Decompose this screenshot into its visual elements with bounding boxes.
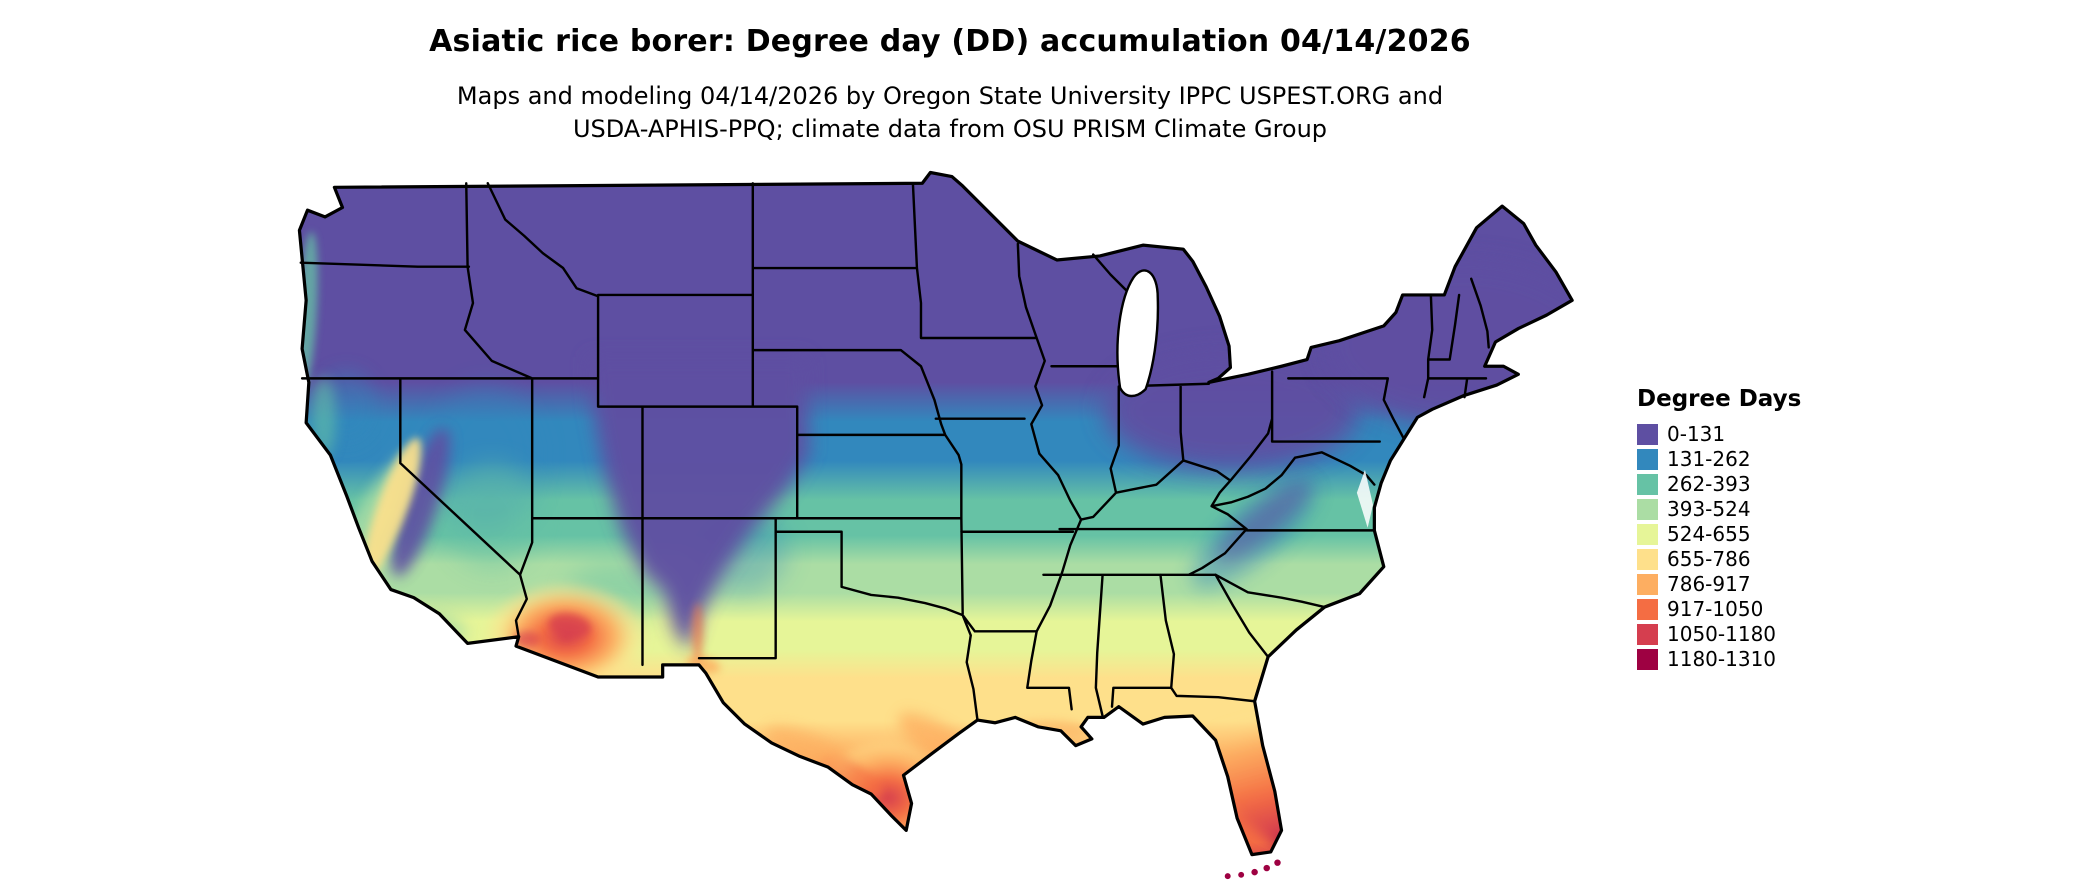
central-valley-warm-strip — [363, 437, 422, 578]
legend-swatch — [1637, 624, 1658, 645]
sierra-cold-strip — [391, 427, 450, 577]
appalachian-cold-strip — [1216, 480, 1312, 562]
us-degree-day-map — [290, 168, 1595, 882]
legend-row: 524-655 — [1637, 522, 1801, 547]
legend-label: 917-1050 — [1667, 597, 1764, 621]
legend-row: 917-1050 — [1637, 597, 1801, 622]
legend-row: 393-524 — [1637, 497, 1801, 522]
legend-swatch — [1637, 449, 1658, 470]
legend-swatch — [1637, 574, 1658, 595]
legend-row: 1180-1310 — [1637, 647, 1801, 672]
legend-row: 262-393 — [1637, 472, 1801, 497]
legend-swatch — [1637, 599, 1658, 620]
ohio-valley-cold-region — [1103, 351, 1360, 470]
legend-label: 0-131 — [1667, 422, 1726, 446]
state-borders — [299, 182, 1490, 722]
figure-subtitle: Maps and modeling 04/14/2026 by Oregon S… — [0, 80, 1900, 146]
legend-swatch — [1637, 474, 1658, 495]
legend-swatch — [1637, 424, 1658, 445]
legend-label: 131-262 — [1667, 447, 1751, 471]
legend-swatch — [1637, 524, 1658, 545]
legend-label: 1050-1180 — [1667, 622, 1777, 646]
legend-row: 655-786 — [1637, 547, 1801, 572]
legend-row: 786-917 — [1637, 572, 1801, 597]
subtitle-line-2: USDA-APHIS-PPQ; climate data from OSU PR… — [572, 115, 1328, 143]
florida-keys — [1224, 859, 1281, 880]
rockies-cold-region — [588, 356, 810, 651]
legend-label: 262-393 — [1667, 472, 1751, 496]
legend-swatch — [1637, 649, 1658, 670]
degree-day-color-field — [299, 172, 1573, 855]
legend-label: 393-524 — [1667, 497, 1751, 521]
northeast-cold-region — [1321, 259, 1573, 427]
legend-label: 786-917 — [1667, 572, 1751, 596]
legend-row: 131-262 — [1637, 447, 1801, 472]
legend-label: 524-655 — [1667, 522, 1751, 546]
legend-title: Degree Days — [1637, 386, 1802, 412]
subtitle-line-1: Maps and modeling 04/14/2026 by Oregon S… — [456, 82, 1444, 110]
chesapeake-bay — [1356, 469, 1374, 528]
legend-row: 1050-1180 — [1637, 622, 1801, 647]
legend-swatch — [1637, 499, 1658, 520]
legend-swatch — [1637, 549, 1658, 570]
legend-label: 1180-1310 — [1667, 647, 1777, 671]
legend-label: 655-786 — [1667, 547, 1751, 571]
lake-michigan — [1116, 269, 1160, 398]
figure-title: Asiatic rice borer: Degree day (DD) accu… — [429, 24, 1471, 59]
us-outline — [297, 170, 1574, 857]
legend: Degree Days 0-131 131-262 262-393 393-52… — [1637, 386, 1801, 672]
legend-row: 0-131 — [1637, 422, 1801, 447]
